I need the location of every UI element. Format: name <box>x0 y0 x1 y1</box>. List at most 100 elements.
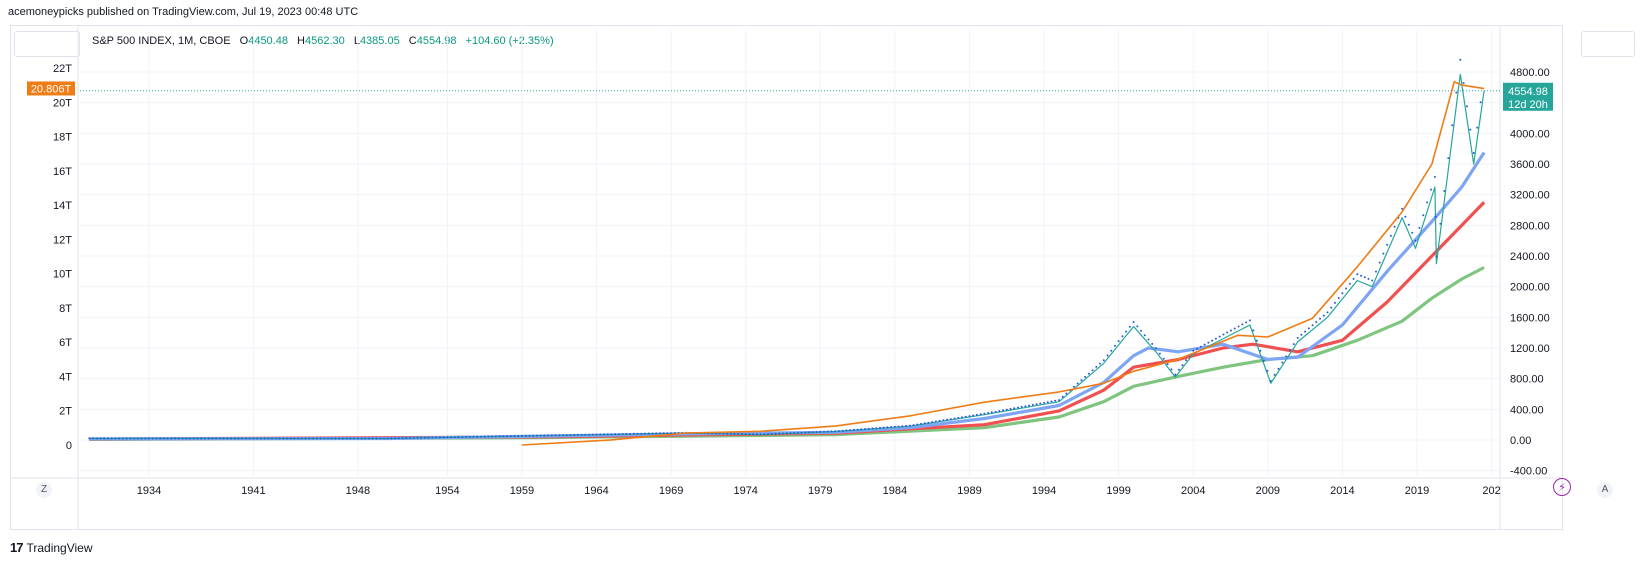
sar-dot <box>330 437 333 440</box>
left-tick-label: 22T <box>53 63 72 75</box>
symbol-label[interactable]: S&P 500 INDEX, 1M, CBOE <box>92 35 231 47</box>
sar-dot <box>1222 333 1225 336</box>
sar-dot <box>1233 327 1236 330</box>
sar-dot <box>189 437 191 440</box>
sar-dot <box>479 435 482 438</box>
sar-dot <box>1054 399 1057 402</box>
sar-dot <box>1479 101 1482 104</box>
sar-dot <box>92 437 95 440</box>
lightning-icon[interactable]: ⚡ <box>1553 478 1571 496</box>
sar-dot <box>849 429 852 432</box>
sar-dot <box>841 429 844 432</box>
sar-dot <box>770 432 773 435</box>
left-tick-label: 4T <box>59 371 72 383</box>
sar-dot <box>353 437 356 440</box>
sar-dot <box>509 435 512 438</box>
sar-dot <box>1170 368 1173 371</box>
x-tick-label: 1974 <box>733 485 757 497</box>
sar-dot <box>390 437 393 440</box>
sar-dot <box>886 426 889 429</box>
left-tick-label: 6T <box>59 337 72 349</box>
left-value-tag <box>27 81 75 96</box>
sar-dot <box>222 437 225 440</box>
sar-dot <box>278 437 281 440</box>
sar-dot <box>472 435 475 438</box>
x-tick-label: 1954 <box>435 485 459 497</box>
sar-dot <box>535 434 538 437</box>
sar-dot <box>1091 369 1094 372</box>
auto-zoom-button[interactable]: Z <box>36 482 52 498</box>
ohlc-legend: S&P 500 INDEX, 1M, CBOE O4450.48 H4562.3… <box>92 35 554 47</box>
sar-dot <box>1319 317 1321 320</box>
sar-dot <box>487 435 490 438</box>
sar-dot <box>218 437 221 440</box>
sar-dot <box>1363 276 1366 279</box>
sar-dot <box>1125 330 1128 333</box>
sar-dot <box>562 434 564 437</box>
sar-dot <box>621 433 624 435</box>
sar-dot <box>845 429 848 432</box>
left-tick-label: 12T <box>53 234 72 246</box>
sar-dot <box>1128 325 1131 328</box>
sar-dot <box>968 415 971 418</box>
sar-dot <box>386 437 389 440</box>
auto-scale-button[interactable]: A <box>1597 482 1613 498</box>
sar-dot <box>1020 405 1023 408</box>
sar-dot <box>159 437 162 440</box>
chart-frame[interactable] <box>10 25 1563 530</box>
sar-dot <box>1158 352 1161 355</box>
sar-dot <box>166 437 169 440</box>
sar-dot <box>453 436 456 439</box>
left-scale-box[interactable] <box>14 31 80 57</box>
sar-dot <box>1043 401 1046 404</box>
left-tick-label: 20T <box>53 97 72 109</box>
sar-dot <box>170 437 173 440</box>
sar-dot <box>610 433 613 436</box>
sar-dot <box>800 431 803 434</box>
sar-dot <box>125 437 128 440</box>
sar-dot <box>1241 323 1244 326</box>
sar-dot <box>162 437 165 440</box>
sar-dot <box>651 432 654 435</box>
sar-dot <box>1281 361 1284 364</box>
low-value: 4385.05 <box>359 35 400 47</box>
sar-dot <box>520 434 523 437</box>
sar-dot <box>916 423 919 426</box>
sar-dot <box>345 437 348 440</box>
sar-dot <box>767 433 770 436</box>
left-tick-label: 10T <box>53 269 72 281</box>
sar-dot <box>1266 369 1269 372</box>
footer-brand[interactable]: TradingView <box>26 540 93 555</box>
sar-dot <box>1300 333 1303 336</box>
sar-dot <box>975 413 978 416</box>
sar-dot <box>371 437 374 440</box>
right-tick-label: 4800.00 <box>1510 67 1550 79</box>
sar-dot <box>424 436 426 439</box>
right-tick-label: 2400.00 <box>1510 251 1550 263</box>
sar-dot <box>286 437 288 440</box>
sar-dot <box>416 436 419 439</box>
sar-dot <box>591 433 594 436</box>
sar-dot <box>181 437 184 440</box>
sar-dot <box>1447 157 1450 160</box>
left-tick-label: 0 <box>66 440 72 452</box>
sar-dot <box>1273 373 1276 376</box>
sar-dot <box>737 432 740 435</box>
sar-dot <box>957 416 960 419</box>
sar-dot <box>513 435 516 437</box>
market-value-line <box>521 80 1485 446</box>
sar-dot <box>1199 345 1202 348</box>
right-tick-label: 3200.00 <box>1510 190 1550 202</box>
sar-dot <box>1330 306 1333 309</box>
sar-dot <box>1462 82 1465 84</box>
sar-dot <box>1218 335 1221 338</box>
sar-dot <box>1476 126 1479 129</box>
sar-dot <box>1009 407 1012 410</box>
sar-dot <box>990 411 993 414</box>
sar-dot <box>998 410 1001 412</box>
right-scale-box[interactable] <box>1581 31 1635 57</box>
sar-dot <box>502 435 505 438</box>
sar-dot <box>662 432 665 435</box>
sar-dot <box>532 434 535 437</box>
